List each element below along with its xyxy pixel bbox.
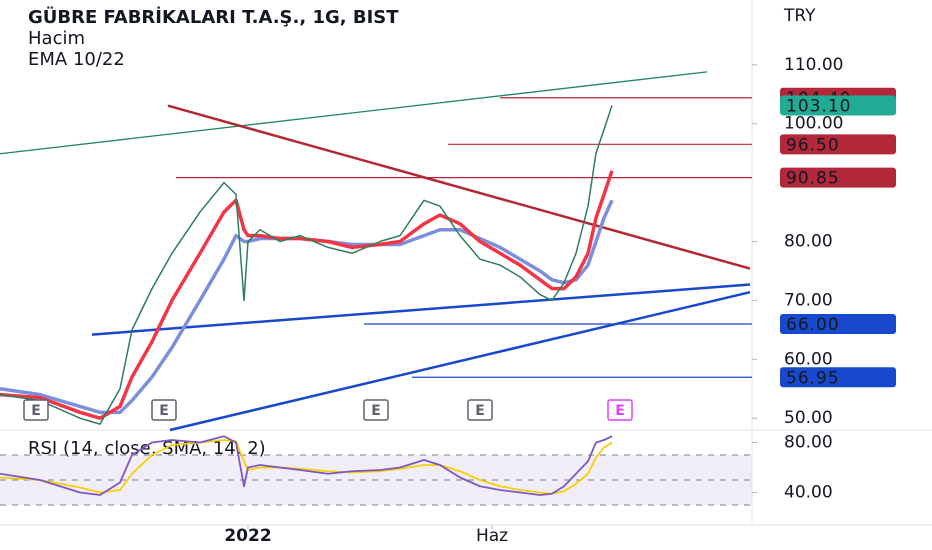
price-label: 56.95 (786, 368, 840, 388)
event-label: E (159, 403, 169, 419)
y-tick-label: 40.00 (784, 483, 833, 503)
trendline (167, 104, 751, 270)
price-label: 90.85 (786, 169, 840, 189)
indicator-label: EMA 10/22 (28, 49, 125, 70)
trendline (91, 283, 751, 336)
x-tick-label: Haz (476, 526, 508, 546)
price-label-box (780, 134, 896, 155)
price-label: 96.50 (786, 135, 840, 155)
indicator-label: Hacim (28, 28, 85, 49)
y-tick-label: 100.00 (784, 114, 843, 134)
price-label-box (780, 367, 896, 388)
price-label-box (780, 167, 896, 188)
y-tick-label: 80.00 (784, 232, 833, 252)
event-marker (151, 399, 177, 421)
rsi-title: RSI (14, close, SMA, 14, 2) (28, 438, 266, 459)
trendline (0, 71, 708, 155)
currency-label: TRY (783, 6, 816, 26)
chart-title: GÜBRE FABRİKALARI T.A.Ş., 1G, BIST (28, 6, 399, 28)
event-marker (363, 399, 389, 421)
event-label: E (615, 403, 625, 419)
y-tick-label: 80.00 (784, 433, 833, 453)
event-marker (607, 399, 633, 421)
price-label-box (780, 95, 896, 116)
x-tick-label: 2022 (224, 526, 271, 546)
y-tick-label: 60.00 (784, 349, 833, 369)
price-label-box (780, 313, 896, 334)
trendline (169, 290, 751, 432)
event-label: E (371, 403, 381, 419)
price-label: 103.10 (786, 96, 851, 116)
y-tick-label: 110.00 (784, 55, 843, 75)
series-line (0, 170, 614, 420)
event-marker (467, 399, 493, 421)
rsi-line (0, 435, 613, 496)
event-label: E (31, 403, 41, 419)
price-label: 66.00 (786, 315, 840, 335)
y-tick-label: 70.00 (784, 290, 833, 310)
series-line (0, 105, 613, 425)
y-tick-label: 50.00 (784, 408, 833, 428)
event-marker (23, 399, 49, 421)
event-label: E (475, 403, 485, 419)
